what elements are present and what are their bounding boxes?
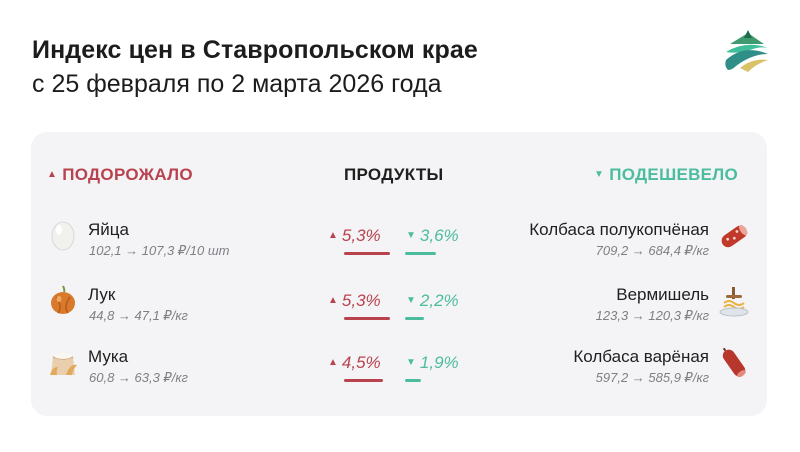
increase-bar (344, 317, 390, 320)
increased-product-name: Лук (88, 285, 116, 304)
decrease-bar (405, 252, 436, 255)
noodles-icon (719, 287, 749, 317)
decrease-bar (405, 317, 424, 320)
increased-product-name: Яйца (88, 220, 129, 239)
increased-product-price: 60,8 → 63,3 ₽/кг (89, 370, 188, 385)
increase-percent-value: 5,3% (341, 291, 381, 310)
logo-icon (725, 30, 768, 72)
up-triangle-icon: ▲ (328, 357, 338, 368)
decrease-bar (405, 379, 421, 382)
increase-bar (344, 379, 383, 382)
decrease-percent: ▼ 2,2% (406, 291, 459, 311)
price-index-card (31, 132, 767, 416)
decrease-percent: ▼ 1,9% (406, 353, 459, 373)
flour-icon (50, 353, 77, 375)
product-row: Лук 44,8 → 47,1 ₽/кг ▲ 5,3% ▼ 2,2% Вермише… (0, 281, 800, 341)
decrease-percent-value: 1,9% (419, 353, 459, 372)
smoked-sausage-icon (721, 224, 748, 248)
page-subtitle: с 25 февраля по 2 марта 2026 года (32, 70, 442, 98)
increase-percent-value: 4,5% (341, 353, 381, 372)
boiled-sausage-icon (722, 347, 746, 378)
increased-product-price: 102,1 → 107,3 ₽/10 шт (89, 243, 230, 258)
decrease-percent: ▼ 3,6% (406, 226, 459, 246)
down-triangle-icon: ▼ (406, 295, 416, 306)
page-title: Индекс цен в Ставропольском крае (32, 36, 478, 64)
decreased-product-price: 123,3 → 120,3 ₽/кг (595, 308, 709, 323)
decreased-product-name: Колбаса полукопчёная (529, 220, 709, 239)
column-header-products: ПРОДУКТЫ (344, 165, 444, 184)
up-triangle-icon: ▲ (328, 295, 338, 306)
increased-product-price: 44,8 → 47,1 ₽/кг (89, 308, 188, 323)
decreased-product-price: 597,2 → 585,9 ₽/кг (595, 370, 709, 385)
product-row: Мука 60,8 → 63,3 ₽/кг ▲ 4,5% ▼ 1,9% Колбас… (0, 343, 800, 403)
increased-product-name: Мука (88, 347, 129, 366)
column-header-increased: ▲ ПОДОРОЖАЛО (47, 165, 193, 185)
up-triangle-icon: ▲ (47, 169, 58, 180)
increase-percent-value: 5,3% (341, 226, 381, 245)
decrease-percent-value: 2,2% (419, 291, 459, 310)
egg-icon (51, 221, 75, 251)
decreased-product-price: 709,2 → 684,4 ₽/кг (595, 243, 709, 258)
onion-icon (51, 285, 75, 314)
down-triangle-icon: ▼ (594, 169, 605, 180)
up-triangle-icon: ▲ (328, 230, 338, 241)
down-triangle-icon: ▼ (406, 357, 416, 368)
decreased-product-name: Колбаса варёная (573, 347, 709, 366)
increase-percent: ▲ 5,3% (328, 226, 381, 246)
down-triangle-icon: ▼ (406, 230, 416, 241)
column-header-decreased: ▼ ПОДЕШЕВЕЛО (594, 165, 738, 185)
decrease-percent-value: 3,6% (419, 226, 459, 245)
increase-bar (344, 252, 390, 255)
increase-percent: ▲ 4,5% (328, 353, 381, 373)
product-row: Яйца 102,1 → 107,3 ₽/10 шт ▲ 5,3% ▼ 3,6% К… (0, 216, 800, 276)
column-header-decreased-label: ПОДЕШЕВЕЛО (609, 165, 739, 184)
column-header-increased-label: ПОДОРОЖАЛО (62, 165, 193, 184)
increase-percent: ▲ 5,3% (328, 291, 381, 311)
decreased-product-name: Вермишель (616, 285, 709, 304)
